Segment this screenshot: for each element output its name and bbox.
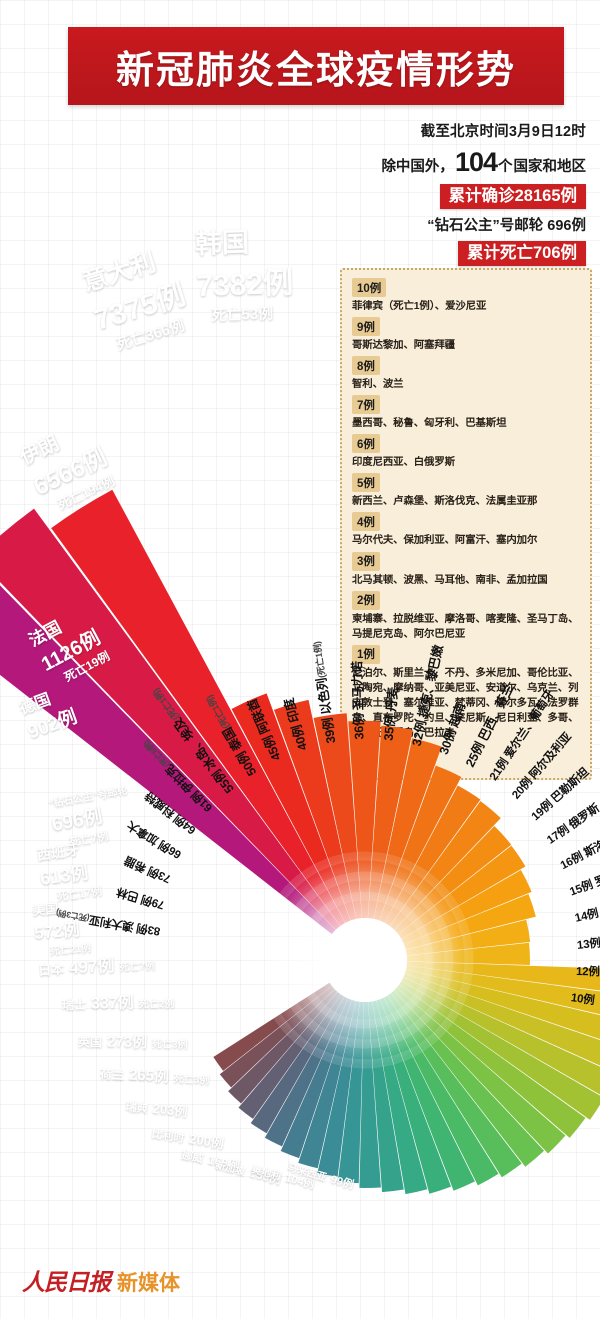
bar-case-count: 337例 bbox=[90, 994, 134, 1013]
bar-country-name: 荷兰 bbox=[99, 1067, 125, 1083]
fan-wedge-major bbox=[348, 720, 381, 919]
radial-case-count: 12例 bbox=[575, 966, 600, 979]
fan-wedge-major bbox=[0, 508, 341, 930]
radial-case-count: 13例 bbox=[576, 937, 600, 952]
brand-sub: 新媒体 bbox=[117, 1272, 180, 1295]
bar-death-count: 死亡3例 bbox=[173, 1073, 210, 1087]
bar-death-count: 死亡7例 bbox=[119, 960, 156, 974]
deaths-badge: 累计死亡706例 bbox=[457, 241, 586, 267]
legend-group: 3例北马其顿、波黑、马耳他、南非、孟加拉国 bbox=[352, 551, 581, 588]
legend-count-badge: 3例 bbox=[352, 551, 380, 571]
radial-case-count: 35例 bbox=[381, 714, 398, 742]
legend-group: 6例印度尼西亚、白俄罗斯 bbox=[352, 434, 581, 470]
legend-count-badge: 6例 bbox=[352, 434, 380, 454]
bar-country-name: 瑞典 bbox=[125, 1101, 149, 1116]
confirmed-badge: 累计确诊28165例 bbox=[439, 184, 586, 210]
legend-group: 2例柬埔寨、拉脱维亚、摩洛哥、喀麦隆、圣马丁岛、马提尼克岛、阿尔巴尼亚 bbox=[352, 590, 581, 642]
bar-country-name: 日本 bbox=[37, 961, 65, 978]
legend-count-badge: 7例 bbox=[352, 395, 380, 415]
legend-group: 8例智利、波兰 bbox=[352, 356, 581, 392]
bar-inline-row: 英国 273例 死亡3例 bbox=[78, 1030, 188, 1053]
cruise-line: “钻石公主”号邮轮 696例 bbox=[427, 218, 586, 235]
countries-unit: 个 bbox=[498, 159, 513, 175]
fan-wedges bbox=[0, 489, 600, 1195]
radial-case-count: 10例 bbox=[569, 991, 596, 1008]
radial-fan-chart bbox=[0, 489, 600, 1195]
legend-country-list: 柬埔寨、拉脱维亚、摩洛哥、喀麦隆、圣马丁岛、马提尼克岛、阿尔巴尼亚 bbox=[352, 613, 579, 640]
bar-case-count: 497例 bbox=[68, 956, 115, 978]
bar-inline-row: 瑞士 337例 死亡2例 bbox=[62, 988, 175, 1014]
bar-country-name: 韩国 bbox=[194, 227, 250, 260]
fan-wedge-major bbox=[51, 489, 346, 927]
bar-death-count: 死亡53例 bbox=[211, 305, 274, 325]
bar-label: 美国 572例 死亡21例 bbox=[31, 895, 92, 959]
fan-center-hole bbox=[323, 918, 407, 1002]
countries-prefix: 除中国外， bbox=[381, 159, 454, 175]
legend-count-badge: 8例 bbox=[352, 356, 380, 376]
radial-case-count: 83例 bbox=[135, 920, 162, 937]
legend-country-list: 墨西哥、秘鲁、匈牙利、巴基斯坦 bbox=[352, 418, 507, 430]
legend-country-list: 新西兰、卢森堡、斯洛伐克、法属圭亚那 bbox=[352, 496, 538, 508]
countries-tail: 国家和地区 bbox=[513, 159, 587, 175]
legend-count-badge: 2例 bbox=[352, 590, 380, 610]
radial-case-count: 36例 bbox=[352, 713, 367, 741]
countries-number: 104 bbox=[454, 147, 498, 177]
radial-label: 36例 圣马力诺 bbox=[346, 661, 367, 740]
countries-count-line: 除中国外， 104 个 国家和地区 bbox=[256, 147, 586, 178]
page-title-banner: 新冠肺炎全球疫情形势 bbox=[68, 27, 564, 105]
radial-case-count: 39例 bbox=[320, 716, 339, 745]
legend-country-list: 智利、波兰 bbox=[352, 379, 404, 391]
legend-country-list: 北马其顿、波黑、马耳他、南非、孟加拉国 bbox=[352, 574, 548, 586]
bar-case-count: 273例 bbox=[106, 1033, 148, 1052]
legend-group: 7例墨西哥、秘鲁、匈牙利、巴基斯坦 bbox=[352, 395, 581, 431]
legend-count-badge: 9例 bbox=[352, 317, 380, 337]
bar-case-count: 7382例 bbox=[195, 266, 294, 303]
footer-brand: 人民日报 新媒体 bbox=[22, 1263, 180, 1297]
fan-wedge-major bbox=[0, 585, 336, 935]
legend-count-badge: 4例 bbox=[352, 512, 380, 532]
bar-case-count: 265例 bbox=[128, 1066, 170, 1086]
legend-country-list: 马尔代夫、保加利亚、阿富汗、塞内加尔 bbox=[352, 535, 538, 547]
legend-group: 9例哥斯达黎加、阿塞拜疆 bbox=[352, 317, 581, 353]
radial-death-count: (死亡3例) bbox=[55, 907, 91, 923]
bar-country-name: 瑞士 bbox=[61, 997, 87, 1012]
legend-group: 4例马尔代夫、保加利亚、阿富汗、塞内加尔 bbox=[352, 512, 581, 548]
bar-label: 英国 273例 死亡3例 bbox=[78, 1030, 188, 1053]
header-stats: 截至北京时间3月9日12时 除中国外， 104 个 国家和地区 累计确诊2816… bbox=[256, 120, 586, 267]
legend-panel: 10例 菲律宾（死亡1例）、爱沙尼亚 9例 哥斯达黎加、阿塞拜疆 8例 智利、波兰 7例 墨西… bbox=[340, 268, 592, 780]
legend-group: 10例菲律宾（死亡1例）、爱沙尼亚 bbox=[352, 278, 581, 314]
bar-death-count: 死亡2例 bbox=[138, 999, 175, 1011]
bar-label: 瑞士 337例 死亡2例 bbox=[62, 988, 175, 1014]
bar-label: 韩国 7382例 死亡53例 bbox=[194, 219, 294, 326]
legend-country-list: 哥斯达黎加、阿塞拜疆 bbox=[352, 340, 455, 352]
bar-case-count: 203例 bbox=[151, 1100, 189, 1120]
legend-country-list: 菲律宾（死亡1例）、爱沙尼亚 bbox=[352, 301, 487, 312]
page-title: 新冠肺炎全球疫情形势 bbox=[115, 47, 516, 92]
legend-group: 5例新西兰、卢森堡、斯洛伐克、法属圭亚那 bbox=[352, 473, 581, 509]
radial-country-name: 丹麦 bbox=[383, 686, 401, 716]
brand-name: 人民日报 bbox=[22, 1269, 111, 1296]
legend-country-list: 印度尼西亚、白俄罗斯 bbox=[352, 457, 455, 469]
bar-death-count: 死亡3例 bbox=[151, 1039, 188, 1051]
legend-count-badge: 5例 bbox=[352, 473, 380, 493]
radial-country-name: 圣马力诺 bbox=[350, 661, 367, 715]
bar-country-name: 英国 bbox=[77, 1035, 103, 1050]
asof-timestamp: 截至北京时间3月9日12时 bbox=[420, 124, 586, 140]
legend-count-badge: 10例 bbox=[352, 278, 387, 297]
legend-count-badge: 1例 bbox=[352, 644, 380, 664]
